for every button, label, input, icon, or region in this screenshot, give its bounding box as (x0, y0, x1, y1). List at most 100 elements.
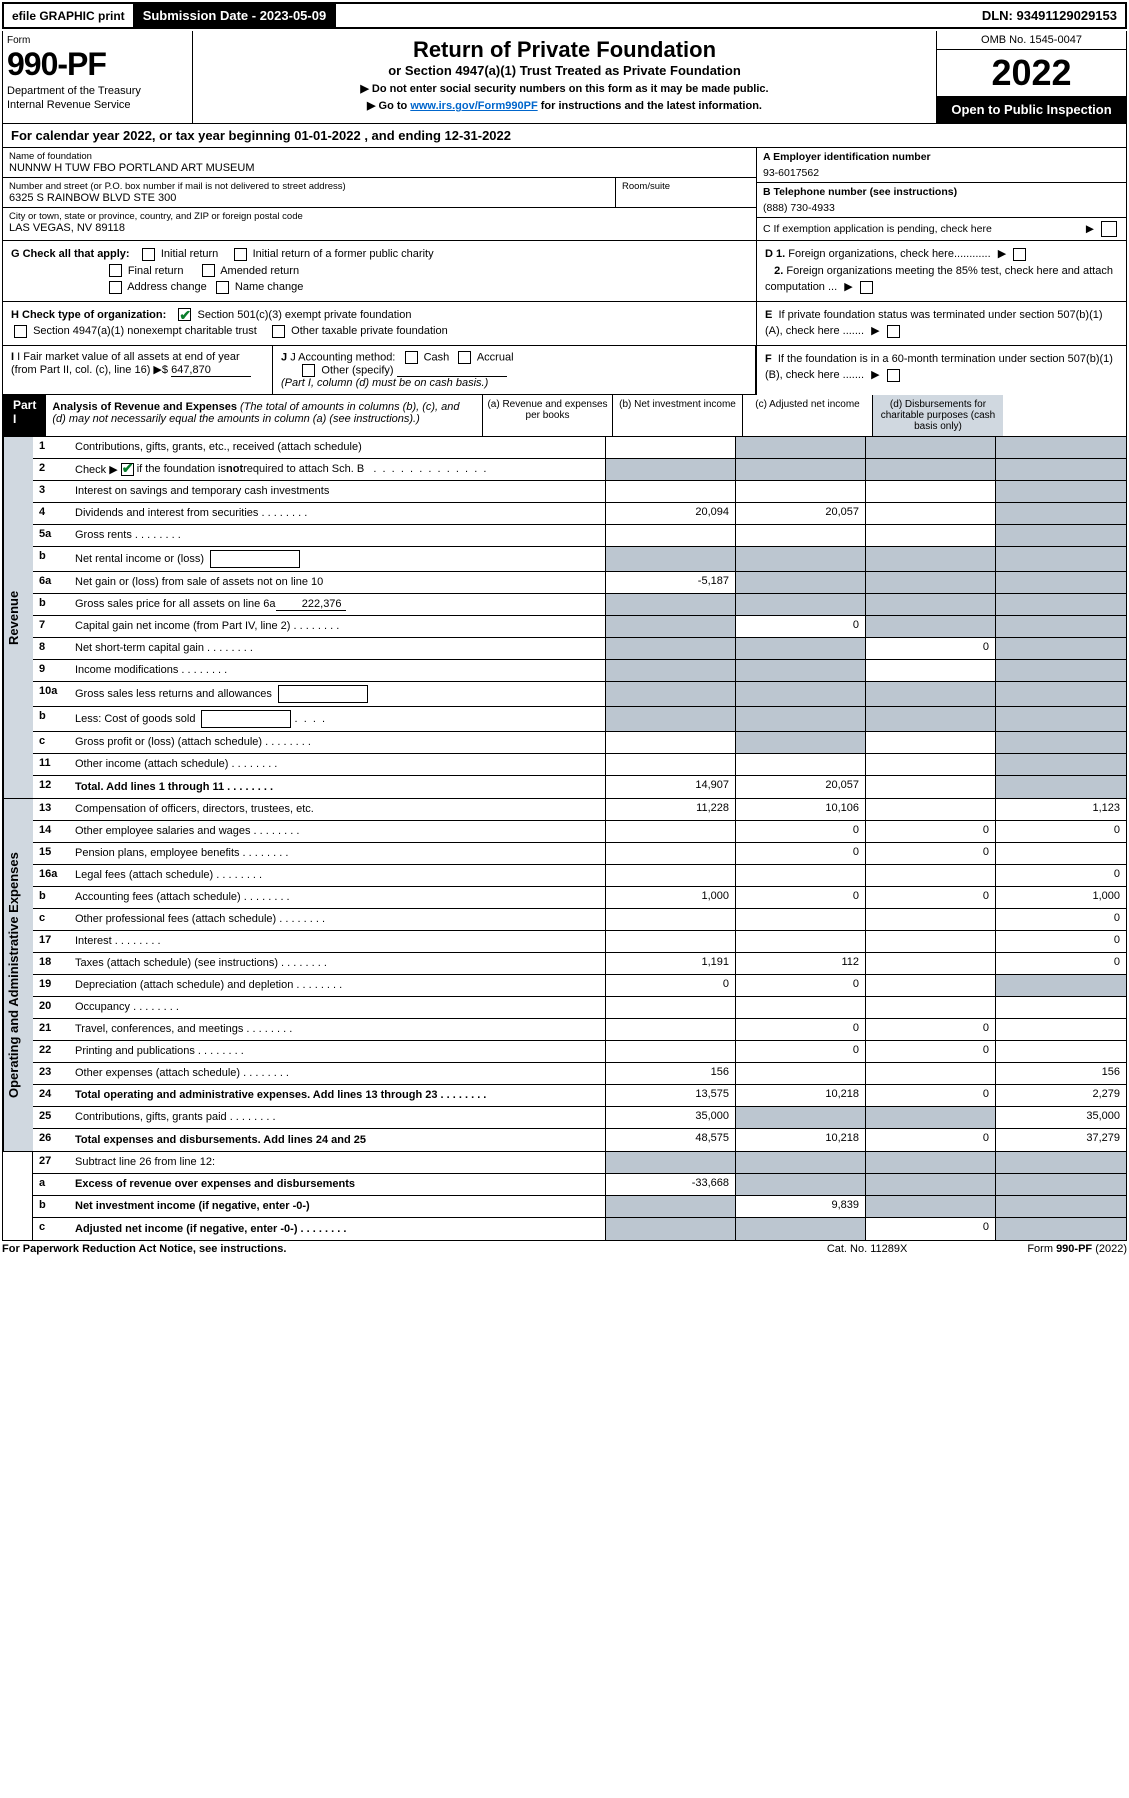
line-number: b (33, 707, 71, 731)
c-label: C If exemption application is pending, c… (763, 223, 1082, 235)
line-number: 3 (33, 481, 71, 502)
line-number: 2 (33, 459, 71, 480)
g-row: G Check all that apply: Initial return I… (3, 241, 756, 302)
table-row: 5aGross rents . . . . . . . . (33, 525, 1126, 547)
table-row: 10aGross sales less returns and allowanc… (33, 682, 1126, 707)
foundation-name: NUNNW H TUW FBO PORTLAND ART MUSEUM (9, 162, 750, 174)
line-description: Adjusted net income (if negative, enter … (71, 1218, 606, 1240)
line-number: 11 (33, 754, 71, 775)
instruction-line-1: ▶ Do not enter social security numbers o… (199, 82, 930, 95)
j-cash[interactable] (405, 351, 418, 364)
cell-c: 0 (866, 638, 996, 659)
line-description: Contributions, gifts, grants, etc., rece… (71, 437, 606, 458)
cell-c: 0 (866, 1218, 996, 1240)
j-other[interactable] (302, 364, 315, 377)
line-number: 16a (33, 865, 71, 886)
cell-c (866, 1063, 996, 1084)
line-number: 9 (33, 660, 71, 681)
col-b-head: (b) Net investment income (613, 395, 743, 436)
line-number: b (33, 887, 71, 908)
cell-c (866, 1196, 996, 1217)
c-checkbox[interactable] (1101, 221, 1117, 237)
cell-c (866, 682, 996, 706)
j-accrual[interactable] (458, 351, 471, 364)
form-link[interactable]: www.irs.gov/Form990PF (410, 100, 537, 112)
line-number: 10a (33, 682, 71, 706)
table-row: 11Other income (attach schedule) . . . .… (33, 754, 1126, 776)
cell-c: 0 (866, 1129, 996, 1151)
line-description: Gross sales price for all assets on line… (71, 594, 606, 615)
cell-d (996, 732, 1126, 753)
line-number: 19 (33, 975, 71, 996)
f-checkbox[interactable] (887, 369, 900, 382)
line-number: b (33, 1196, 71, 1217)
cell-d: 0 (996, 909, 1126, 930)
table-row: 24Total operating and administrative exp… (33, 1085, 1126, 1107)
table-row: cOther professional fees (attach schedul… (33, 909, 1126, 931)
address: 6325 S RAINBOW BLVD STE 300 (9, 192, 609, 204)
efile-print-button[interactable]: efile GRAPHIC print (4, 4, 135, 27)
cell-b (736, 547, 866, 571)
table-row: 20Occupancy . . . . . . . . (33, 997, 1126, 1019)
line-number: 17 (33, 931, 71, 952)
g-amended[interactable] (202, 264, 215, 277)
line-description: Depreciation (attach schedule) and deple… (71, 975, 606, 996)
g-name-change[interactable] (216, 281, 229, 294)
cell-c (866, 1152, 996, 1173)
form-word: Form (7, 35, 188, 46)
line-number: 6a (33, 572, 71, 593)
h-other-taxable[interactable] (272, 325, 285, 338)
h-4947[interactable] (14, 325, 27, 338)
cell-d (996, 459, 1126, 480)
cell-a (606, 437, 736, 458)
g-final-return[interactable] (109, 264, 122, 277)
line-description: Interest on savings and temporary cash i… (71, 481, 606, 502)
table-row: aExcess of revenue over expenses and dis… (33, 1174, 1126, 1196)
line-number: 1 (33, 437, 71, 458)
e-checkbox[interactable] (887, 325, 900, 338)
foundation-name-label: Name of foundation (9, 151, 750, 162)
line-description: Net rental income or (loss) (71, 547, 606, 571)
line-description: Other professional fees (attach schedule… (71, 909, 606, 930)
g-initial-return[interactable] (142, 248, 155, 261)
paperwork-notice: For Paperwork Reduction Act Notice, see … (2, 1243, 827, 1255)
cell-d (996, 660, 1126, 681)
table-row: 23Other expenses (attach schedule) . . .… (33, 1063, 1126, 1085)
cell-a (606, 616, 736, 637)
cell-d (996, 1174, 1126, 1195)
g-address-change[interactable] (109, 281, 122, 294)
cell-a (606, 1152, 736, 1173)
cell-c (866, 616, 996, 637)
table-row: 27Subtract line 26 from line 12: (33, 1152, 1126, 1174)
cell-b (736, 931, 866, 952)
table-row: bGross sales price for all assets on lin… (33, 594, 1126, 616)
line-number: 23 (33, 1063, 71, 1084)
schb-checkbox[interactable] (121, 463, 134, 476)
form-number: 990-PF (7, 46, 188, 83)
table-row: 19Depreciation (attach schedule) and dep… (33, 975, 1126, 997)
line-number: 4 (33, 503, 71, 524)
line-description: Net investment income (if negative, ente… (71, 1196, 606, 1217)
cell-b (736, 682, 866, 706)
table-row: 7Capital gain net income (from Part IV, … (33, 616, 1126, 638)
line-number: b (33, 547, 71, 571)
cell-d (996, 1041, 1126, 1062)
h-501c3[interactable] (178, 308, 191, 321)
cell-d (996, 975, 1126, 996)
g-initial-former[interactable] (234, 248, 247, 261)
line-number: c (33, 909, 71, 930)
table-row: bAccounting fees (attach schedule) . . .… (33, 887, 1126, 909)
cell-b: 0 (736, 821, 866, 842)
cell-a: -33,668 (606, 1174, 736, 1195)
table-row: 16aLegal fees (attach schedule) . . . . … (33, 865, 1126, 887)
line-number: 21 (33, 1019, 71, 1040)
line-description: Accounting fees (attach schedule) . . . … (71, 887, 606, 908)
cell-c (866, 799, 996, 820)
ein: 93-6017562 (763, 167, 1120, 179)
d2-checkbox[interactable] (860, 281, 873, 294)
d1-checkbox[interactable] (1013, 248, 1026, 261)
cell-b: 112 (736, 953, 866, 974)
phone: (888) 730-4933 (763, 202, 1120, 214)
cell-b (736, 707, 866, 731)
cell-b: 0 (736, 616, 866, 637)
